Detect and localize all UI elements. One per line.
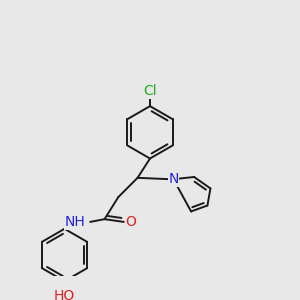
Text: O: O: [125, 215, 136, 229]
Text: NH: NH: [64, 215, 85, 229]
Text: N: N: [168, 172, 178, 186]
Text: HO: HO: [54, 290, 75, 300]
Text: Cl: Cl: [143, 84, 157, 98]
